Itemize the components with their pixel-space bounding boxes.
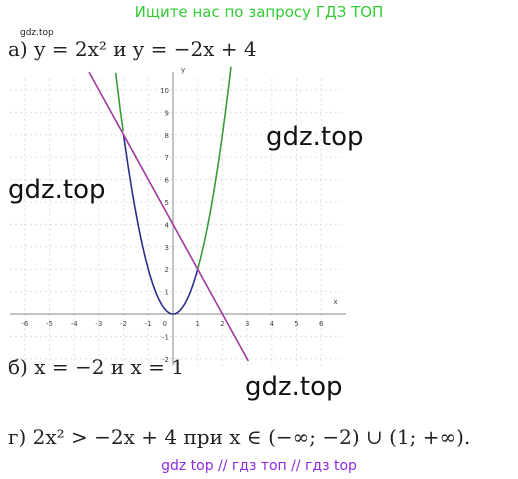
watermark: gdz.top xyxy=(8,175,106,205)
y-tick-label: 9 xyxy=(165,109,169,117)
x-tick-label: 4 xyxy=(270,320,275,328)
x-tick-label: -2 xyxy=(120,320,127,328)
y-tick-label: 2 xyxy=(165,266,169,274)
y-tick-label: 10 xyxy=(160,87,169,95)
watermark: gdz.top xyxy=(266,122,364,152)
y-tick-label: 4 xyxy=(165,221,170,229)
x-tick-label: -3 xyxy=(95,320,102,328)
x-tick-label: -6 xyxy=(21,320,29,328)
line-graph xyxy=(88,71,250,362)
x-tick-label: 6 xyxy=(319,320,324,328)
x-tick-label: -4 xyxy=(71,320,79,328)
parabola xyxy=(196,66,232,270)
y-tick-label: 6 xyxy=(165,177,170,185)
x-tick-label: -1 xyxy=(145,320,152,328)
y-tick-label: 1 xyxy=(165,289,169,297)
y-tick-label: 3 xyxy=(165,244,169,252)
y-tick-label: -1 xyxy=(162,333,169,341)
x-tick-label: 3 xyxy=(245,320,249,328)
watermark: gdz.top xyxy=(245,372,343,402)
parabola xyxy=(114,72,124,132)
axis-label: x xyxy=(334,298,338,306)
small-watermark: gdz.top xyxy=(20,28,54,38)
footer: gdz top // гдз топ // гдз top xyxy=(161,458,357,474)
parabola xyxy=(122,134,199,315)
task-g: г) 2x² > −2x + 4 при x ∈ (−∞; −2) ∪ (1; … xyxy=(8,425,470,449)
task-b: б) x = −2 и x = 1 xyxy=(8,355,184,379)
axis-label: y xyxy=(181,66,185,74)
y-tick-label: 5 xyxy=(165,199,169,207)
y-tick-label: -2 xyxy=(162,356,169,364)
origin-label: 0 xyxy=(163,320,167,328)
y-tick-label: 7 xyxy=(165,154,169,162)
x-tick-label: 5 xyxy=(294,320,298,328)
graph: x y -6 -5 -4 -3 -2 -1 1 2 3 4 5 6 10 9 8 7 6 5 4 3 2 1 -1 -2 0 xyxy=(9,66,346,366)
banner: Ищите нас по запросу ГДЗ ТОП xyxy=(135,3,384,21)
task-a: а) y = 2x² и y = −2x + 4 xyxy=(8,37,257,61)
x-tick-label: 2 xyxy=(220,320,224,328)
y-tick-label: 8 xyxy=(165,132,169,140)
x-tick-label: -5 xyxy=(46,320,53,328)
x-tick-label: 1 xyxy=(195,320,199,328)
